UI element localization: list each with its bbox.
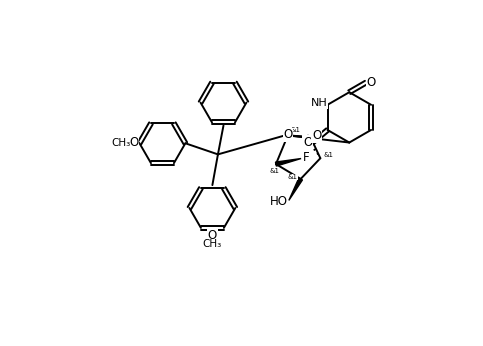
Text: CH₃: CH₃ bbox=[203, 239, 222, 249]
Text: HO: HO bbox=[270, 195, 287, 208]
Text: O: O bbox=[208, 229, 217, 242]
Polygon shape bbox=[275, 158, 301, 166]
Text: &1: &1 bbox=[324, 152, 333, 157]
Polygon shape bbox=[289, 178, 302, 200]
Text: O: O bbox=[303, 136, 312, 149]
Text: O: O bbox=[283, 128, 292, 142]
Text: CH₃: CH₃ bbox=[111, 138, 130, 147]
Text: F: F bbox=[303, 151, 310, 164]
Text: &1: &1 bbox=[287, 174, 298, 180]
Text: NH: NH bbox=[311, 98, 328, 108]
Text: O: O bbox=[312, 129, 321, 142]
Text: O: O bbox=[367, 76, 376, 89]
Text: O: O bbox=[129, 136, 139, 149]
Text: &1: &1 bbox=[291, 127, 301, 133]
Text: &1: &1 bbox=[269, 169, 279, 174]
